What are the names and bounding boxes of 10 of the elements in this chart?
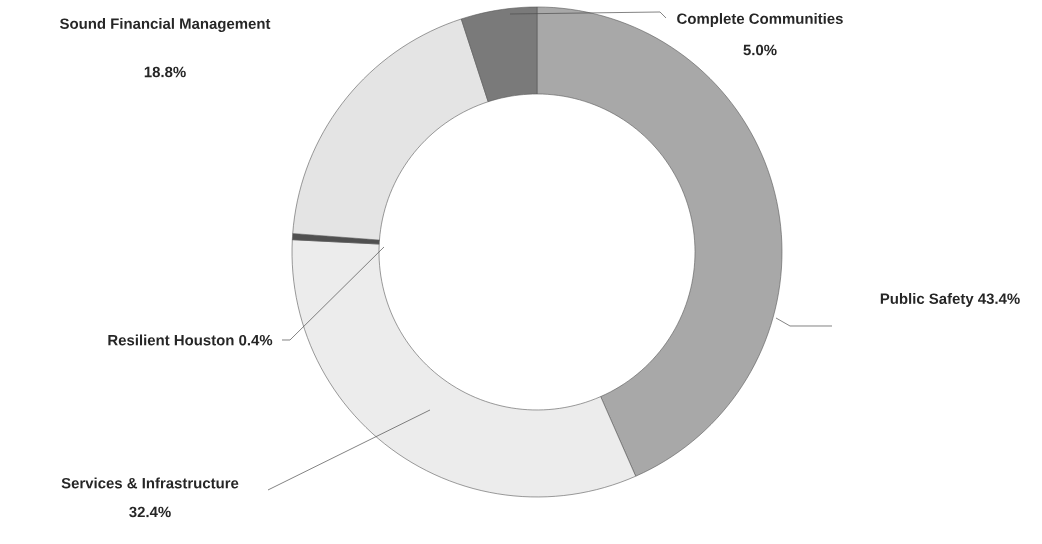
data-label: 18.8%	[144, 66, 186, 78]
data-label: 32.4%	[129, 506, 171, 518]
data-label: 0.4%	[239, 334, 273, 346]
slice-label: Public Safety	[880, 293, 974, 307]
slice-label: Resilient Houston	[108, 334, 234, 346]
data-label: 43.4%	[978, 293, 1020, 305]
slice-label: Complete Communities	[677, 13, 843, 27]
slice-label: Sound Financial Management	[60, 17, 271, 32]
slice-label: Services & Infrastructure	[61, 477, 239, 489]
data-label: 5.0%	[743, 44, 777, 56]
